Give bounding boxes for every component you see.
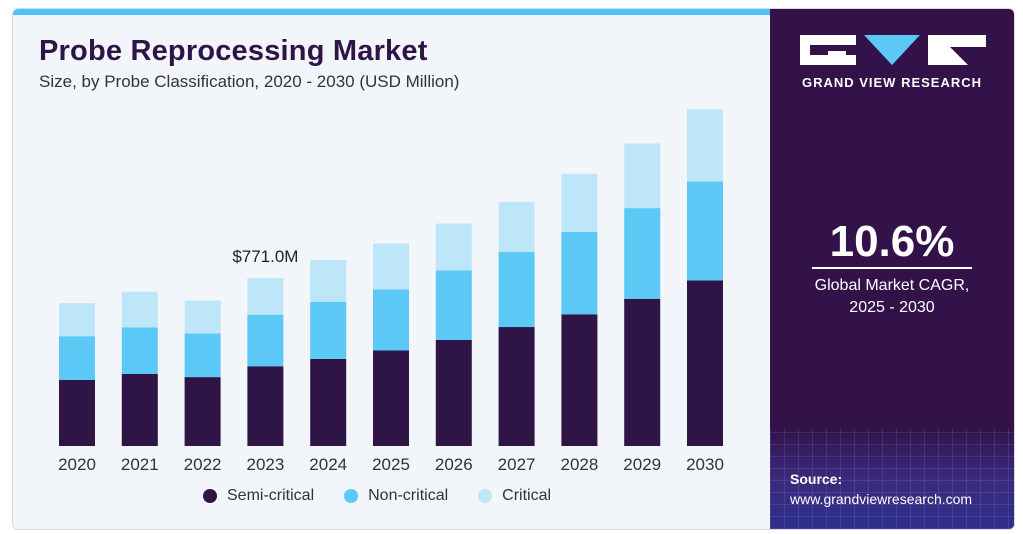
bar-non-critical-2029 (624, 208, 661, 299)
bar-semi-critical-2027 (498, 327, 535, 446)
bar-critical-2022 (184, 300, 221, 334)
legend-swatch-critical (478, 489, 493, 503)
x-tick-label-2022: 2022 (184, 455, 222, 474)
bar-semi-critical-2023 (247, 366, 284, 446)
bar-critical-2025 (373, 243, 409, 290)
bar-semi-critical-2029 (624, 298, 661, 446)
bar-semi-critical-2030 (687, 280, 723, 446)
source-link[interactable]: www.grandviewresearch.com (790, 491, 973, 507)
bar-critical-2021 (121, 291, 158, 328)
x-tick-label-2021: 2021 (121, 455, 159, 474)
chart-subtitle: Size, by Probe Classification, 2020 - 20… (39, 72, 460, 91)
chart-title: Probe Reprocessing Market (39, 35, 428, 67)
data-label-2023: $771.0M (232, 247, 298, 266)
chart-panel: Probe Reprocessing Market Size, by Probe… (13, 9, 770, 529)
legend-item-non-critical: Non-critical (344, 487, 448, 505)
grand-view-research-logo (800, 35, 986, 65)
decorative-grid-floor (770, 429, 1014, 529)
bar-non-critical-2027 (498, 252, 535, 328)
cagr-divider (812, 267, 972, 269)
x-tick-label-2026: 2026 (435, 455, 473, 474)
side-panel: GRAND VIEW RESEARCH 10.6% Global Market … (770, 9, 1014, 529)
bar-semi-critical-2022 (184, 377, 221, 446)
x-tick-label-2029: 2029 (623, 455, 661, 474)
bar-critical-2024 (310, 259, 347, 302)
bar-non-critical-2021 (121, 327, 158, 374)
bar-non-critical-2026 (435, 270, 472, 340)
x-tick-label-2023: 2023 (246, 455, 284, 474)
x-tick-label-2030: 2030 (686, 455, 724, 474)
bar-semi-critical-2021 (121, 374, 158, 446)
bar-critical-2020 (59, 303, 95, 337)
bar-non-critical-2022 (184, 333, 221, 378)
x-tick-label-2024: 2024 (309, 455, 347, 474)
x-tick-label-2027: 2027 (498, 455, 536, 474)
bar-semi-critical-2020 (59, 379, 95, 446)
bar-critical-2023 (247, 278, 284, 315)
bar-semi-critical-2028 (561, 314, 598, 446)
bar-non-critical-2028 (561, 232, 598, 315)
bar-critical-2029 (624, 143, 661, 209)
legend-swatch-non-critical (344, 489, 359, 503)
cagr-label-line1: Global Market CAGR, (814, 277, 970, 294)
x-tick-label-2020: 2020 (58, 455, 96, 474)
bar-non-critical-2024 (310, 301, 347, 359)
cagr-label-line2: 2025 - 2030 (849, 299, 935, 316)
bar-non-critical-2023 (247, 314, 284, 367)
bar-critical-2030 (687, 109, 723, 182)
bar-non-critical-2020 (59, 336, 95, 380)
bar-non-critical-2030 (687, 181, 723, 281)
x-tick-label-2025: 2025 (372, 455, 410, 474)
legend-label-critical: Critical (502, 487, 552, 504)
bar-semi-critical-2025 (373, 350, 409, 446)
cagr-label: Global Market CAGR, 2025 - 2030 (770, 275, 1014, 319)
stacked-bar-chart: 2020 2021 2022 2023 $771.0M 2024 2025 2026 2027 2… (58, 109, 724, 474)
bar-non-critical-2025 (373, 289, 409, 351)
bar-critical-2028 (561, 173, 598, 232)
legend-swatch-semi-critical (203, 489, 217, 503)
legend: Semi-critical Non-critical Critical (203, 487, 551, 505)
bar-semi-critical-2026 (435, 340, 472, 446)
bar-semi-critical-2024 (310, 358, 347, 446)
brand-name: GRAND VIEW RESEARCH (801, 75, 983, 90)
legend-label-non-critical: Non-critical (368, 487, 449, 504)
source-label: Source: (790, 471, 843, 487)
bar-critical-2027 (498, 201, 535, 252)
x-tick-label-2028: 2028 (560, 455, 598, 474)
legend-item-semi-critical: Semi-critical (203, 487, 314, 505)
bar-critical-2026 (435, 223, 472, 271)
cagr-value: 10.6% (829, 217, 955, 266)
legend-item-critical: Critical (478, 487, 551, 505)
legend-label-semi-critical: Semi-critical (227, 487, 315, 504)
top-accent-bar (13, 9, 770, 15)
infographic-card: Probe Reprocessing Market Size, by Probe… (12, 8, 1015, 530)
